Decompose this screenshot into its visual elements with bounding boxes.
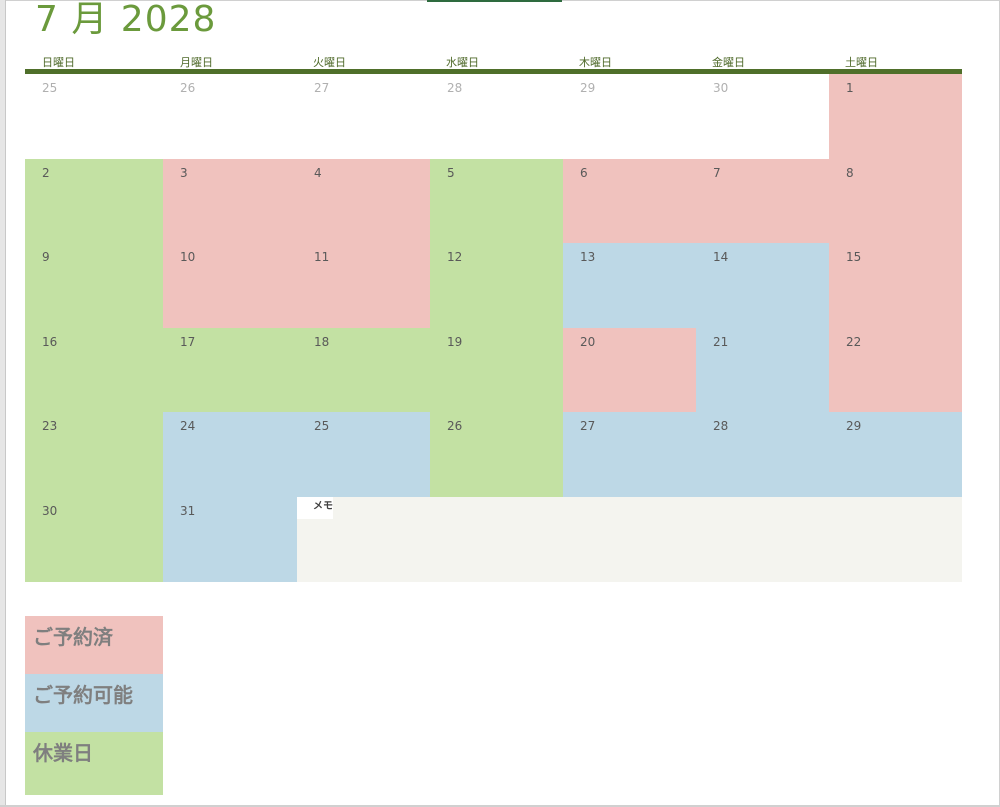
- day-cell[interactable]: 31: [163, 497, 297, 582]
- day-number: 16: [42, 335, 58, 349]
- weekday-header-thursday[interactable]: 木曜日: [579, 56, 612, 69]
- day-cell[interactable]: 1: [829, 74, 962, 159]
- day-number: 21: [713, 335, 729, 349]
- day-cell[interactable]: 18: [297, 328, 430, 412]
- day-number: 27: [580, 419, 596, 433]
- weekday-header-monday[interactable]: 月曜日: [180, 56, 213, 69]
- day-number: 29: [580, 81, 596, 95]
- day-number: 20: [580, 335, 596, 349]
- day-cell[interactable]: 28: [696, 412, 829, 497]
- day-number: 26: [180, 81, 196, 95]
- weekday-header-wednesday[interactable]: 水曜日: [446, 56, 479, 69]
- day-number: 13: [580, 250, 596, 264]
- day-cell[interactable]: 21: [696, 328, 829, 412]
- legend-booked[interactable]: ご予約済: [25, 616, 163, 674]
- day-number: 23: [42, 419, 58, 433]
- day-cell[interactable]: 27: [297, 74, 430, 159]
- day-number: 17: [180, 335, 196, 349]
- legend-closed[interactable]: 休業日: [25, 732, 163, 795]
- active-sheet-indicator: [427, 0, 562, 2]
- day-cell[interactable]: 17: [163, 328, 297, 412]
- day-cell[interactable]: 11: [297, 243, 430, 328]
- day-cell[interactable]: 20: [563, 328, 696, 412]
- day-number: 30: [42, 504, 58, 518]
- day-cell[interactable]: 29: [829, 412, 962, 497]
- day-cell[interactable]: 6: [563, 159, 696, 243]
- weekday-header-sunday[interactable]: 日曜日: [42, 56, 75, 69]
- day-cell[interactable]: 22: [829, 328, 962, 412]
- day-cell[interactable]: 25: [25, 74, 163, 159]
- day-number: 18: [314, 335, 330, 349]
- weekday-header-saturday[interactable]: 土曜日: [845, 56, 878, 69]
- day-cell[interactable]: 29: [563, 74, 696, 159]
- day-number: 28: [447, 81, 463, 95]
- day-cell[interactable]: 12: [430, 243, 563, 328]
- day-number: 19: [447, 335, 463, 349]
- day-cell[interactable]: 30: [696, 74, 829, 159]
- day-number: 24: [180, 419, 196, 433]
- row-header-strip: [0, 0, 6, 807]
- day-number: 8: [846, 166, 854, 180]
- day-number: 26: [447, 419, 463, 433]
- day-cell[interactable]: 13: [563, 243, 696, 328]
- day-number: 28: [713, 419, 729, 433]
- day-cell[interactable]: 8: [829, 159, 962, 243]
- day-number: 1: [846, 81, 854, 95]
- day-number: 3: [180, 166, 188, 180]
- legend-available-label: ご予約可能: [33, 683, 133, 707]
- day-number: 7: [713, 166, 721, 180]
- day-cell[interactable]: 30: [25, 497, 163, 582]
- day-number: 29: [846, 419, 862, 433]
- day-cell[interactable]: 4: [297, 159, 430, 243]
- day-cell[interactable]: 5: [430, 159, 563, 243]
- legend-booked-label: ご予約済: [33, 625, 113, 649]
- window-bottom-border: [0, 805, 1000, 807]
- day-cell[interactable]: 26: [430, 412, 563, 497]
- legend-available[interactable]: ご予約可能: [25, 674, 163, 732]
- day-number: 27: [314, 81, 330, 95]
- header-rule: [25, 69, 962, 74]
- day-cell[interactable]: 2: [25, 159, 163, 243]
- day-number: 15: [846, 250, 862, 264]
- day-cell[interactable]: 28: [430, 74, 563, 159]
- weekday-header-tuesday[interactable]: 火曜日: [313, 56, 346, 69]
- day-number: 10: [180, 250, 196, 264]
- day-cell[interactable]: 9: [25, 243, 163, 328]
- memo-area[interactable]: メモ: [297, 497, 962, 582]
- day-number: 4: [314, 166, 322, 180]
- day-number: 12: [447, 250, 463, 264]
- day-cell[interactable]: 23: [25, 412, 163, 497]
- day-number: 30: [713, 81, 729, 95]
- day-number: 5: [447, 166, 455, 180]
- day-number: 22: [846, 335, 862, 349]
- day-number: 9: [42, 250, 50, 264]
- day-cell[interactable]: 19: [430, 328, 563, 412]
- day-cell[interactable]: 14: [696, 243, 829, 328]
- day-cell[interactable]: 3: [163, 159, 297, 243]
- memo-label-cell: [297, 497, 333, 519]
- day-number: 11: [314, 250, 330, 264]
- day-number: 6: [580, 166, 588, 180]
- day-cell[interactable]: 27: [563, 412, 696, 497]
- day-cell[interactable]: 25: [297, 412, 430, 497]
- day-number: 25: [314, 419, 330, 433]
- day-number: 14: [713, 250, 729, 264]
- legend-closed-label: 休業日: [33, 741, 93, 765]
- day-cell[interactable]: 7: [696, 159, 829, 243]
- memo-label: メモ: [313, 501, 333, 512]
- day-cell[interactable]: 26: [163, 74, 297, 159]
- day-cell[interactable]: 15: [829, 243, 962, 328]
- day-cell[interactable]: 24: [163, 412, 297, 497]
- day-number: 2: [42, 166, 50, 180]
- day-cell[interactable]: 16: [25, 328, 163, 412]
- day-cell[interactable]: 10: [163, 243, 297, 328]
- day-number: 31: [180, 504, 196, 518]
- day-number: 25: [42, 81, 58, 95]
- weekday-header-friday[interactable]: 金曜日: [712, 56, 745, 69]
- calendar-title[interactable]: 7 月 2028: [35, 0, 217, 40]
